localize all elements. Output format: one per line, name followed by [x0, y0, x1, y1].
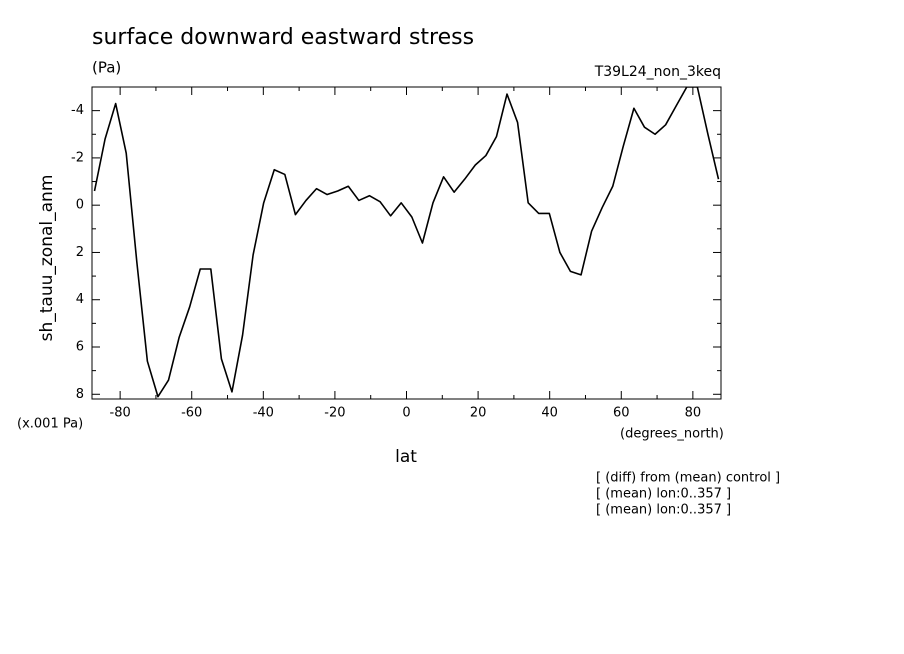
- units-label: (Pa): [92, 59, 121, 77]
- x-tick-label: -40: [253, 406, 274, 421]
- y-scale-label: (x.001 Pa): [17, 417, 83, 432]
- x-tick-label: 80: [685, 406, 702, 421]
- y-tick-label: 2: [76, 245, 84, 260]
- y-tick-label: 6: [76, 340, 84, 355]
- x-tick-label: -20: [324, 406, 345, 421]
- data-line: [93, 87, 720, 398]
- x-tick-label: 0: [402, 406, 410, 421]
- x-tick-label: -80: [110, 406, 131, 421]
- chart-title: surface downward eastward stress: [92, 25, 474, 50]
- x-tick-label: 60: [613, 406, 630, 421]
- dataset-label: T39L24_non_3keq: [594, 64, 721, 80]
- y-axis-label: sh_tauu_zonal_anm: [37, 175, 57, 342]
- y-tick-label: 4: [76, 292, 84, 307]
- x-tick-label: 20: [470, 406, 487, 421]
- y-tick-label: 8: [76, 387, 84, 402]
- x-units-label: (degrees_north): [620, 427, 724, 442]
- note: [ (mean) lon:0..357 ]: [596, 503, 731, 518]
- y-tick-label: 0: [76, 198, 84, 213]
- y-tick-label: -4: [71, 103, 84, 118]
- note: [ (mean) lon:0..357 ]: [596, 487, 731, 502]
- x-tick-label: 40: [541, 406, 558, 421]
- y-tick-label: -2: [71, 150, 84, 165]
- note: [ (diff) from (mean) control ]: [596, 471, 780, 486]
- x-axis-label: lat: [395, 447, 417, 467]
- x-tick-label: -60: [181, 406, 202, 421]
